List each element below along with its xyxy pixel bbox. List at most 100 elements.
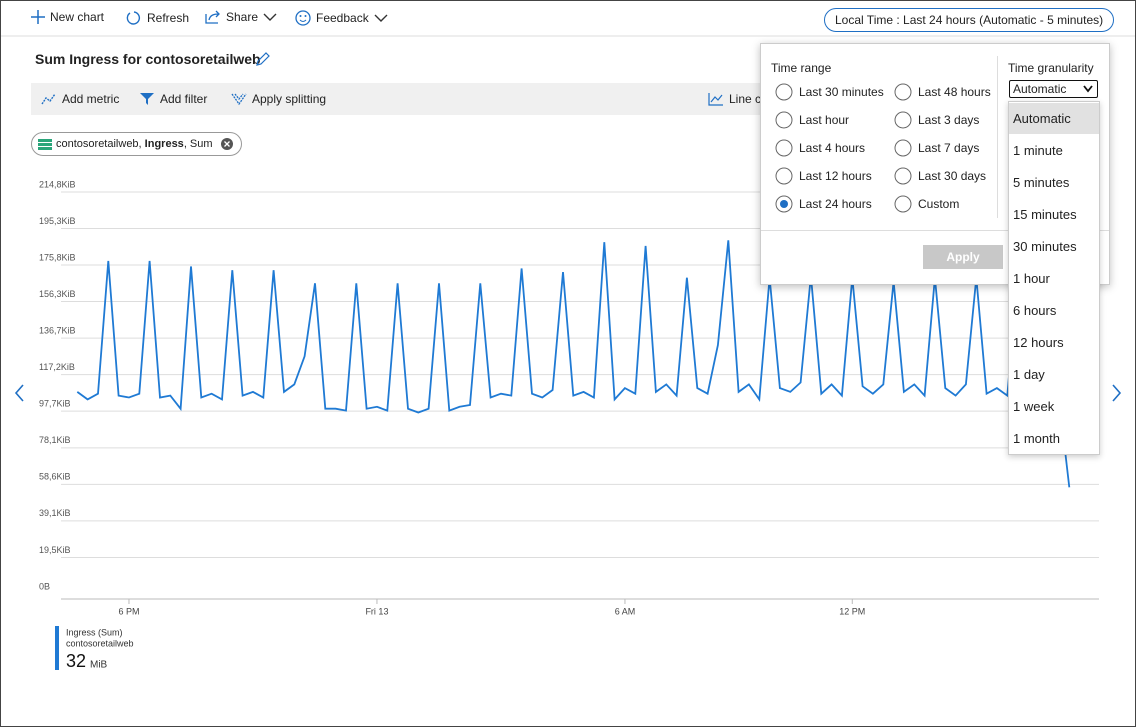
radio-ring — [894, 167, 912, 185]
granularity-option[interactable]: 15 minutes — [1013, 207, 1077, 222]
radio — [894, 195, 912, 213]
option-label: Last 30 days — [918, 169, 987, 183]
time-option[interactable]: Last hour — [775, 111, 849, 129]
granularity-option[interactable]: 1 month — [1013, 431, 1060, 446]
icon — [295, 10, 311, 26]
x-tick-label: Fri 13 — [365, 606, 388, 616]
new-chart[interactable]: New chart — [31, 10, 104, 24]
legend-total: 32 — [66, 651, 86, 671]
icon — [708, 93, 723, 106]
legend-swatch — [55, 626, 59, 670]
radio — [894, 167, 912, 185]
radio — [775, 195, 793, 213]
add-metric[interactable]: Add metric — [41, 92, 119, 106]
pill-text: contosoretailweb, Ingress, Sum — [56, 133, 213, 155]
radio — [894, 111, 912, 129]
option-label: Last hour — [799, 113, 850, 127]
radio-ring — [775, 111, 793, 129]
nav-prev[interactable] — [14, 384, 24, 402]
granularity-option[interactable]: 1 hour — [1013, 271, 1050, 286]
y-tick-label: 175,8KiB — [39, 252, 76, 262]
chevron — [263, 13, 277, 21]
option-label: Last 12 hours — [799, 169, 872, 183]
radio-ring — [894, 139, 912, 157]
pill-aggregation: , Sum — [183, 138, 213, 150]
time-option[interactable]: Last 30 days — [894, 167, 986, 185]
granularity-dropdown: Automatic 1 minute 5 minutes 15 minutes 30 m… — [1008, 101, 1100, 455]
nav-next[interactable] — [1112, 384, 1122, 402]
time-option[interactable]: Last 7 days — [894, 139, 979, 157]
icon — [205, 10, 220, 24]
granularity-option[interactable]: Automatic — [1009, 103, 1099, 134]
granularity-select[interactable]: Automatic — [1009, 80, 1098, 98]
time-option[interactable]: Last 12 hours — [775, 167, 872, 185]
divider — [997, 56, 998, 218]
y-tick-label: 195,3KiB — [39, 216, 76, 226]
chevron — [1083, 85, 1093, 93]
radio — [775, 139, 793, 157]
pill-resource: contosoretailweb, — [56, 138, 145, 150]
icon — [31, 10, 45, 24]
y-tick-label: 19,5KiB — [39, 545, 71, 555]
select-value: Automatic — [1013, 82, 1067, 96]
label: Add metric — [62, 92, 120, 106]
apply-splitting[interactable]: Apply splitting — [231, 92, 326, 106]
feedback[interactable]: Feedback — [295, 10, 388, 26]
granularity-option[interactable]: 5 minutes — [1013, 175, 1070, 190]
granularity-option[interactable]: 12 hours — [1013, 335, 1064, 350]
apply-button[interactable]: Apply — [923, 245, 1003, 269]
granularity-option[interactable]: 1 minute — [1013, 143, 1063, 158]
y-tick-label: 156,3KiB — [39, 289, 76, 299]
granularity-label: Time granularity — [1008, 61, 1094, 75]
time-option[interactable]: Last 4 hours — [775, 139, 865, 157]
radio-ring — [775, 167, 793, 185]
time-option[interactable]: Last 48 hours — [894, 83, 991, 101]
time-range-label: Time range — [771, 61, 832, 75]
radio — [775, 83, 793, 101]
time-option[interactable]: Last 24 hours — [775, 195, 872, 213]
option-label: Last 30 minutes — [799, 85, 884, 99]
granularity-option[interactable]: 1 week — [1013, 399, 1055, 414]
y-tick-label: 78,1KiB — [39, 435, 71, 445]
metric-pill[interactable]: contosoretailweb, Ingress, Sum — [31, 132, 242, 156]
label: Add filter — [160, 92, 208, 106]
time-range-button[interactable]: Local Time : Last 24 hours (Automatic - … — [824, 8, 1115, 32]
time-option[interactable]: Custom — [894, 195, 959, 213]
icon — [140, 93, 154, 105]
share[interactable]: Share — [205, 10, 277, 24]
x-tick-label: 6 PM — [118, 606, 139, 616]
remove-icon[interactable] — [220, 138, 233, 150]
y-tick-label: 97,7KiB — [39, 399, 71, 409]
edit-icon[interactable] — [255, 51, 271, 67]
divider — [761, 230, 1109, 231]
option-label: Last 4 hours — [799, 141, 866, 155]
radio — [894, 139, 912, 157]
chart-title: Sum Ingress for contosoretailweb — [35, 51, 261, 67]
time-option[interactable]: Last 3 days — [894, 111, 979, 129]
option-label: Last 3 days — [918, 113, 980, 127]
radio-ring — [894, 111, 912, 129]
radio-ring — [775, 83, 793, 101]
add-filter[interactable]: Add filter — [139, 92, 207, 106]
radio-ring — [775, 139, 793, 157]
radio — [775, 167, 793, 185]
icon — [126, 11, 140, 25]
legend-resource: contosoretailweb — [66, 638, 134, 648]
refresh[interactable]: Refresh — [126, 10, 189, 26]
radio-dot — [780, 200, 788, 208]
granularity-option[interactable]: 6 hours — [1013, 303, 1057, 318]
y-tick-label: 136,7KiB — [39, 326, 76, 336]
y-tick-label: 58,6KiB — [39, 472, 71, 482]
time-option[interactable]: Last 30 minutes — [775, 83, 884, 101]
label: Refresh — [147, 11, 190, 25]
y-tick-label: 0B — [39, 581, 50, 591]
granularity-option[interactable]: 30 minutes — [1013, 239, 1077, 254]
chevron — [374, 14, 388, 22]
radio-ring — [894, 195, 912, 213]
label: Feedback — [316, 11, 369, 25]
granularity-option[interactable]: 1 day — [1013, 367, 1045, 382]
option-label: Last 7 days — [918, 141, 980, 155]
legend-series: Ingress (Sum) — [66, 627, 123, 637]
y-tick-label: 39,1KiB — [39, 508, 71, 518]
